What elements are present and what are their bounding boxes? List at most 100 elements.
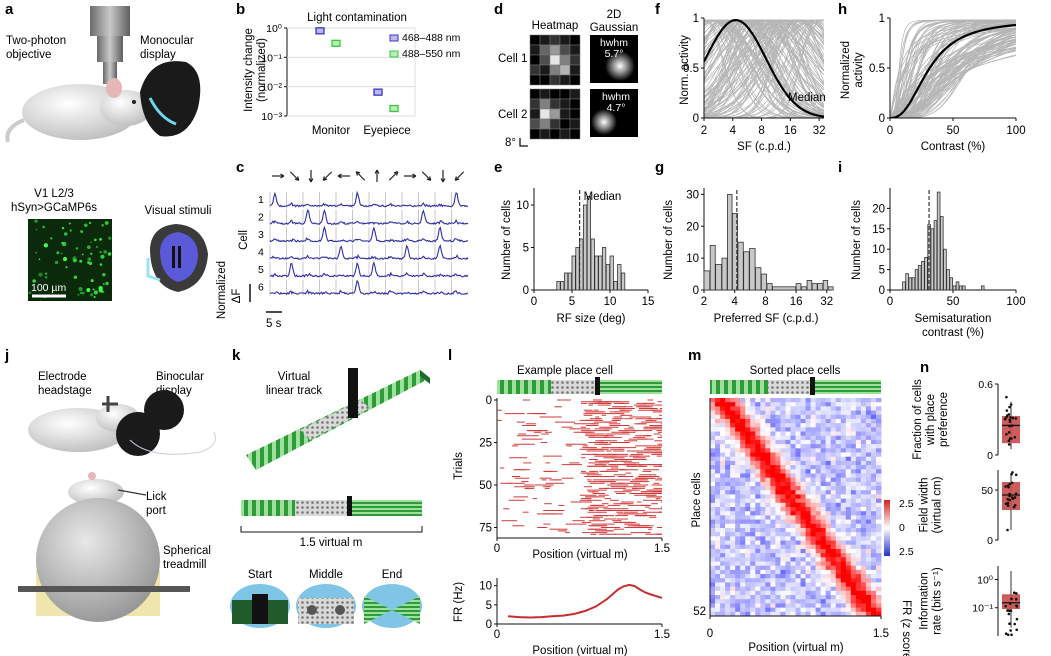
heatmap-cell xyxy=(715,557,721,562)
heatmap-cell xyxy=(815,469,822,474)
heatmap-cell xyxy=(775,611,781,617)
heatmap-cell xyxy=(870,452,877,458)
heatmap-cell xyxy=(730,486,736,491)
heatmap-cell xyxy=(875,465,882,470)
heatmap-cell xyxy=(720,519,726,525)
heatmap-cell xyxy=(840,477,847,483)
heatmap-cell xyxy=(870,465,877,470)
heatmap-cell xyxy=(830,507,837,512)
heatmap-cell xyxy=(825,481,832,487)
heatmap-cell xyxy=(840,523,847,529)
chart-e-xlabel: RF size (deg) xyxy=(556,313,625,325)
heatmap-cell xyxy=(875,406,882,411)
heatmap-cell xyxy=(810,569,817,575)
heatmap-cell xyxy=(805,523,811,529)
heatmap-cell xyxy=(750,435,756,441)
heatmap-cell xyxy=(775,553,781,558)
heatmap-cell xyxy=(825,452,832,458)
heatmap-cell xyxy=(725,574,731,579)
heatmap-cell xyxy=(735,498,741,504)
heatmap-cell xyxy=(820,515,827,520)
heatmap-cell xyxy=(745,578,751,583)
heatmap-cell xyxy=(735,603,741,609)
heatmap-cell xyxy=(870,523,877,529)
heatmap-cell xyxy=(825,444,832,449)
heatmap-cell xyxy=(820,569,827,575)
chart-f-cell-curve xyxy=(704,19,824,116)
heatmap-cell xyxy=(830,456,837,462)
heatmap-cell xyxy=(755,536,761,541)
heatmap-cell xyxy=(840,402,847,407)
heatmap-cell xyxy=(865,578,872,583)
heatmap-cell xyxy=(770,494,776,500)
heatmap-cell xyxy=(710,540,716,546)
heatmap-cell xyxy=(805,439,811,445)
chart-n-point xyxy=(1006,528,1009,532)
chart-b-legend-swatch xyxy=(389,34,399,42)
heatmap-cell xyxy=(825,553,832,558)
heatmap-cell xyxy=(735,557,741,562)
heatmap-cell xyxy=(870,406,877,411)
cell-dot xyxy=(73,275,78,280)
heatmap-cell xyxy=(720,481,726,487)
heatmap-cell xyxy=(860,418,867,424)
heatmap-cell xyxy=(875,486,882,491)
heatmap-cell xyxy=(710,418,716,424)
histogram-bar xyxy=(766,283,773,291)
heatmap-cell xyxy=(725,515,731,520)
heatmap-cell xyxy=(785,586,791,592)
panel-letter-g: g xyxy=(655,159,664,176)
heatmap-cell xyxy=(735,565,741,571)
heatmap-cell xyxy=(780,507,786,512)
heatmap-cell xyxy=(725,599,731,604)
heatmap-cell xyxy=(780,590,786,596)
heatmap-cell xyxy=(850,473,857,479)
heatmap-cell xyxy=(720,540,726,546)
heatmap-cell xyxy=(865,406,872,411)
heatmap-cell xyxy=(539,74,551,86)
heatmap-cell xyxy=(870,418,877,424)
heatmap-cell xyxy=(780,481,786,487)
heatmap-cell xyxy=(710,431,716,437)
heatmap-cell xyxy=(835,578,842,583)
direction-arrow xyxy=(355,171,366,181)
cell-dot xyxy=(90,241,92,244)
heatmap-cell xyxy=(870,502,877,508)
heatmap-cell xyxy=(850,469,857,474)
heatmap-cell xyxy=(860,439,867,445)
heatmap-cell xyxy=(850,498,857,504)
panel-letter-d: d xyxy=(494,1,503,18)
cell-dot xyxy=(93,295,96,299)
heatmap-cell xyxy=(750,523,756,529)
heatmap-cell xyxy=(860,590,867,596)
direction-arrowhead xyxy=(308,178,314,183)
heatmap-cell xyxy=(775,448,781,453)
heatmap-cell xyxy=(715,553,721,558)
panel-letter-i: i xyxy=(838,159,842,176)
ytick-label: 10 xyxy=(686,253,699,265)
heatmap-cell xyxy=(710,435,716,441)
heatmap-cell xyxy=(775,544,781,550)
heatmap-cell xyxy=(870,611,877,617)
xtick-label: 50 xyxy=(947,296,960,308)
heatmap-cell xyxy=(730,548,736,554)
heatmap-cell xyxy=(725,456,731,462)
heatmap-cell xyxy=(730,599,736,604)
heatmap-cell xyxy=(745,607,751,613)
heatmap-cell xyxy=(529,64,541,76)
chart-h-cell-curve xyxy=(890,20,1016,118)
xtick-label: 16 xyxy=(784,125,797,137)
chart-f-cell-curve xyxy=(704,19,824,118)
histogram-bar xyxy=(822,280,829,291)
heatmap-cell xyxy=(720,582,726,588)
histogram-bar xyxy=(703,270,711,291)
heatmap-cell xyxy=(800,527,806,533)
heatmap-cell xyxy=(820,590,827,596)
heatmap-cell xyxy=(835,398,842,403)
heatmap-cell xyxy=(765,439,771,445)
heatmap-cell xyxy=(805,511,811,516)
ytick-label: 0 xyxy=(486,395,492,407)
heatmap-cell xyxy=(725,423,731,428)
heatmap-cell xyxy=(830,414,837,420)
heatmap-cell xyxy=(745,490,751,495)
